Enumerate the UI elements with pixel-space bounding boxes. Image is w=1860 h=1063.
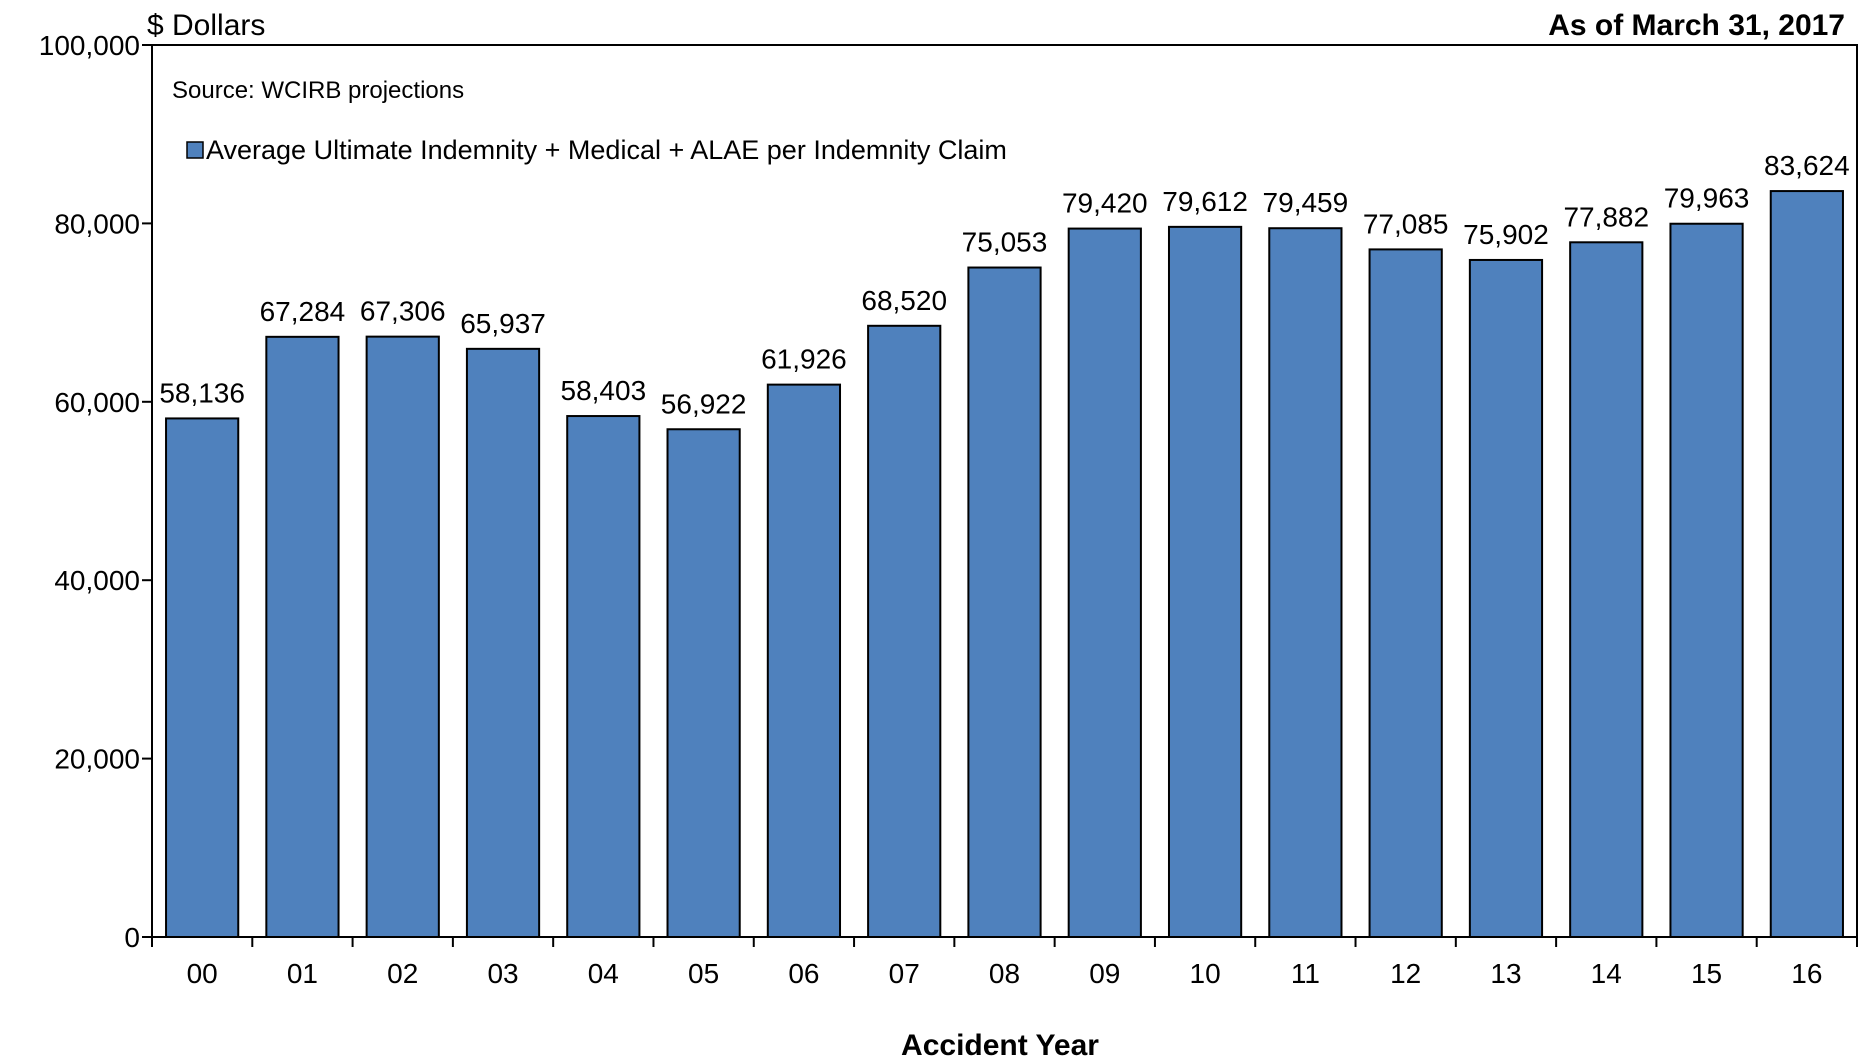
x-tick-label-10: 10: [1190, 958, 1221, 989]
data-label-14: 77,882: [1563, 201, 1649, 232]
x-axis-label: Accident Year: [901, 1029, 1099, 1062]
x-tick-label-12: 12: [1390, 958, 1421, 989]
bar-06: [766, 383, 842, 939]
bar-15: [1669, 222, 1744, 938]
bar-14: [1569, 241, 1644, 939]
bar-01: [265, 335, 340, 938]
bar-00: [165, 417, 240, 938]
y-tick-label: 0: [124, 922, 140, 953]
bar-07: [867, 324, 942, 939]
bar-11: [1268, 227, 1343, 939]
data-label-06: 61,926: [761, 344, 847, 375]
data-label-16: 83,624: [1764, 150, 1850, 181]
y-axis: 0 20,000 40,000 60,000 80,000 100,000: [39, 30, 152, 953]
bar-16: [1769, 190, 1844, 938]
x-tick-label-02: 02: [387, 958, 418, 989]
as-of-date: As of March 31, 2017: [1548, 9, 1845, 42]
bar-09: [1067, 227, 1142, 938]
data-label-05: 56,922: [661, 388, 747, 419]
x-tick-label-07: 07: [889, 958, 920, 989]
bars: [165, 190, 1844, 939]
data-label-02: 67,306: [360, 296, 446, 327]
x-tick-label-08: 08: [989, 958, 1020, 989]
x-tick-label-06: 06: [788, 958, 819, 989]
bar-10: [1167, 225, 1243, 938]
x-tick-label-05: 05: [688, 958, 719, 989]
y-tick-label: 80,000: [54, 208, 140, 239]
x-axis: 00 01 02 03 04 05 06 07 08 09 10 11 12 13 14 15 16: [151, 937, 1858, 989]
data-label-04: 58,403: [561, 375, 647, 406]
source-note: Source: WCIRB projections: [172, 77, 464, 104]
data-label-03: 65,937: [460, 308, 546, 339]
legend-entry: Average Ultimate Indemnity + Medical + A…: [206, 135, 1007, 165]
x-tick-label-13: 13: [1490, 958, 1521, 989]
x-tick-label-09: 09: [1089, 958, 1120, 989]
x-tick-label-01: 01: [287, 958, 318, 989]
x-tick-label-03: 03: [487, 958, 518, 989]
y-tick-label: 20,000: [54, 744, 140, 775]
data-label-10: 79,612: [1162, 186, 1248, 217]
y-tick-label: 60,000: [54, 387, 140, 418]
x-tick-label-15: 15: [1691, 958, 1722, 989]
data-label-09: 79,420: [1062, 188, 1148, 219]
data-label-00: 58,136: [159, 377, 245, 408]
x-tick-label-00: 00: [187, 958, 218, 989]
data-label-07: 68,520: [861, 285, 947, 316]
x-tick-label-04: 04: [588, 958, 619, 989]
data-label-12: 77,085: [1363, 208, 1449, 239]
x-tick-label-11: 11: [1291, 958, 1320, 989]
data-label-08: 75,053: [962, 227, 1048, 258]
data-label-15: 79,963: [1664, 183, 1750, 214]
data-label-11: 79,459: [1263, 187, 1349, 218]
legend: Average Ultimate Indemnity + Medical + A…: [186, 135, 1007, 165]
y-tick-label: 100,000: [39, 30, 140, 61]
data-label-01: 67,284: [260, 296, 346, 327]
x-tick-label-14: 14: [1591, 958, 1622, 989]
bar-12: [1368, 248, 1443, 938]
x-tick-label-16: 16: [1791, 958, 1822, 989]
bar-13: [1468, 258, 1544, 938]
data-label-13: 75,902: [1463, 219, 1549, 250]
y-axis-label: $ Dollars: [147, 9, 265, 42]
bar-02: [365, 335, 440, 938]
y-tick-label: 40,000: [54, 565, 140, 596]
legend-swatch: [186, 141, 204, 159]
data-labels: 58,136 67,284 67,306 65,937 58,403 56,922 61,9…: [159, 150, 1849, 419]
bar-08: [967, 266, 1042, 939]
bar-04: [566, 415, 641, 938]
bar-03: [465, 347, 541, 938]
bar-05: [666, 428, 741, 938]
